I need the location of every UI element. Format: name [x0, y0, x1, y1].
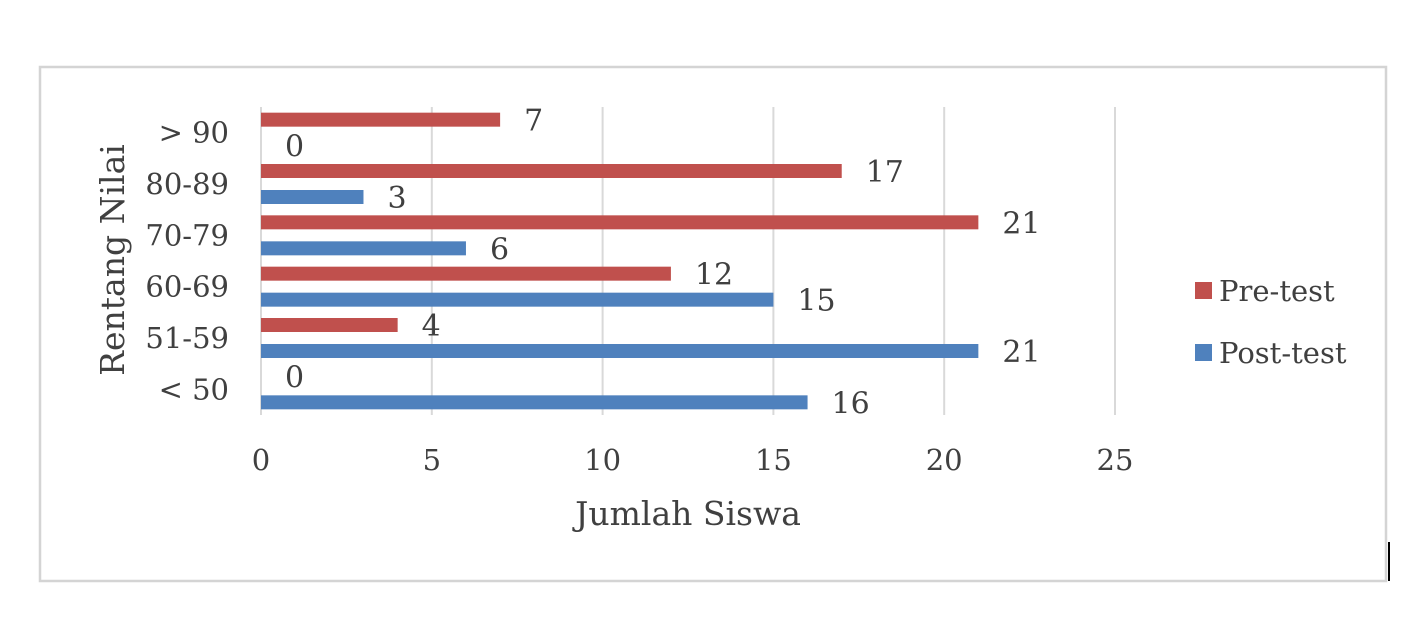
gridlines — [260, 107, 1116, 415]
data-label-pre-test: 4 — [422, 309, 441, 344]
x-axis-title: Jumlah Siswa — [572, 494, 801, 533]
data-label-post-test: 3 — [387, 181, 406, 216]
bar-post-test-70-79 — [261, 241, 466, 256]
bar-pre-test-60-69 — [261, 266, 671, 281]
x-tick-label: 25 — [1097, 443, 1134, 477]
bars — [261, 112, 979, 410]
legend-label-post-test: Post-test — [1219, 336, 1347, 370]
legend-label-pre-test: Pre-test — [1219, 274, 1335, 308]
y-category-label: 51-59 — [145, 321, 229, 355]
data-label-post-test: 16 — [832, 386, 870, 421]
data-label-pre-test: 7 — [524, 104, 543, 139]
bar-post-test-51-59 — [261, 344, 979, 358]
x-axis-ticks: 0 5 10 15 20 25 — [252, 443, 1134, 477]
y-axis-categories: < 50 51-59 60-69 70-79 80-89 > 90 — [145, 116, 229, 407]
x-tick-label: 15 — [755, 443, 792, 477]
bar-post-test-80-89 — [261, 190, 364, 204]
data-label-post-test: 0 — [285, 130, 304, 165]
data-labels: 16 21 15 6 3 0 0 4 12 21 17 7 — [285, 104, 1041, 422]
y-category-label: > 90 — [159, 116, 229, 150]
legend-swatch-post-test — [1195, 344, 1212, 361]
data-label-post-test: 6 — [490, 232, 509, 267]
legend: Pre-test Post-test — [1195, 274, 1347, 370]
y-category-label: 70-79 — [145, 218, 229, 252]
bar-pre-test-70-79 — [261, 215, 979, 230]
data-label-pre-test: 21 — [1002, 206, 1040, 241]
chart-frame — [38, 65, 1388, 583]
data-label-pre-test: 17 — [866, 155, 904, 190]
bar-post-test-60-69 — [261, 292, 774, 307]
bar-pre-test-90 — [261, 112, 501, 127]
x-tick-label: 0 — [252, 443, 270, 477]
bar-pre-test-80-89 — [261, 164, 842, 178]
data-label-post-test: 15 — [797, 284, 835, 319]
data-label-pre-test: 12 — [695, 258, 733, 293]
y-category-label: 80-89 — [145, 167, 229, 201]
x-tick-label: 10 — [584, 443, 621, 477]
legend-swatch-pre-test — [1195, 282, 1212, 299]
bar-pre-test-51-59 — [261, 318, 398, 332]
x-tick-label: 20 — [926, 443, 963, 477]
x-tick-label: 5 — [423, 443, 441, 477]
data-label-pre-test: 0 — [285, 360, 304, 395]
y-category-label: < 50 — [159, 372, 229, 406]
y-category-label: 60-69 — [145, 270, 229, 304]
data-label-post-test: 21 — [1002, 335, 1040, 370]
y-axis-title: Rentang Nilai — [93, 144, 132, 376]
bar-post-test-50 — [261, 395, 808, 410]
